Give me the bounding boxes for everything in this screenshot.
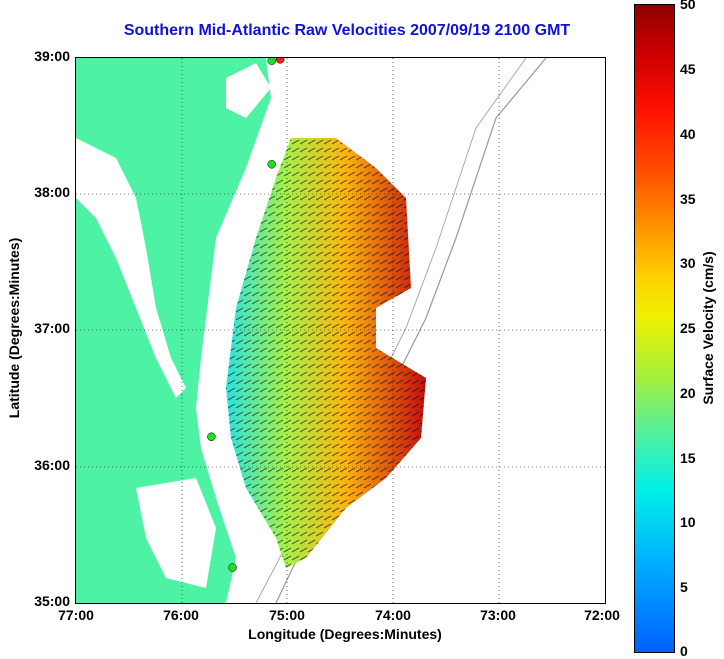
x-tick: 74:00 <box>375 607 411 623</box>
colorbar-label: Surface Velocity (cm/s) <box>700 251 716 405</box>
map-svg <box>76 58 605 603</box>
x-tick: 77:00 <box>58 607 94 623</box>
colorbar-tick: 35 <box>680 191 696 207</box>
x-tick: 76:00 <box>163 607 199 623</box>
colorbar-tick: 20 <box>680 385 696 401</box>
colorbar <box>634 4 675 653</box>
map-plot-area <box>75 57 606 604</box>
colorbar-tick: 0 <box>680 643 688 659</box>
x-tick: 75:00 <box>269 607 305 623</box>
x-tick: 73:00 <box>480 607 516 623</box>
station-3 <box>267 160 276 169</box>
station-5 <box>228 563 237 572</box>
colorbar-tick: 25 <box>680 320 696 336</box>
x-tick: 72:00 <box>584 607 620 623</box>
y-tick: 37:00 <box>34 320 70 336</box>
pamlico-sound <box>136 478 216 588</box>
delaware-bay <box>226 63 271 118</box>
grid-lines <box>76 58 605 603</box>
chesapeake-bay <box>76 138 186 398</box>
y-tick: 39:00 <box>34 48 70 64</box>
x-axis-label: Longitude (Degrees:Minutes) <box>248 626 442 642</box>
colorbar-tick: 45 <box>680 61 696 77</box>
colorbar-tick: 10 <box>680 514 696 530</box>
station-4 <box>207 432 216 442</box>
y-axis-label: Latitude (Degrees:Minutes) <box>6 237 22 419</box>
chart-title: Southern Mid-Atlantic Raw Velocities 200… <box>123 22 571 39</box>
colorbar-tick: 50 <box>680 0 696 12</box>
y-tick: 38:00 <box>34 184 70 200</box>
colorbar-tick: 5 <box>680 579 688 595</box>
stations-layer <box>207 58 285 572</box>
y-tick: 36:00 <box>34 457 70 473</box>
colorbar-tick: 15 <box>680 450 696 466</box>
station-2 <box>267 58 276 65</box>
station-1 <box>275 58 285 64</box>
y-tick: 35:00 <box>34 593 70 609</box>
colorbar-tick: 30 <box>680 255 696 271</box>
velocity-arrows <box>226 138 426 568</box>
colorbar-tick: 40 <box>680 126 696 142</box>
